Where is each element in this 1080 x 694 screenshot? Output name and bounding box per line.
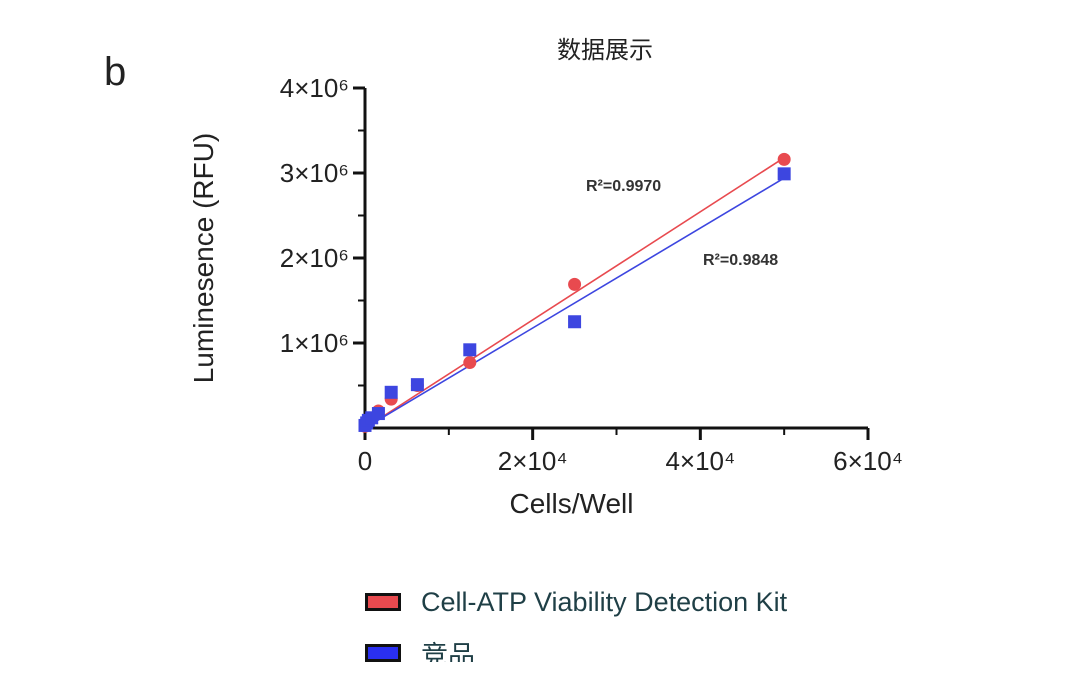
data-point-cell-atp-kit xyxy=(568,277,582,291)
data-point-cell-atp-kit xyxy=(777,152,791,166)
data-point-cell-atp-kit xyxy=(463,356,477,370)
y-tick-label: 4×10⁶ xyxy=(280,73,349,103)
x-axis-label: Cells/Well xyxy=(510,488,634,519)
data-point-competitor xyxy=(777,167,791,181)
legend-item-competitor: 竞品 xyxy=(365,638,475,662)
fit-line-competitor xyxy=(364,177,785,429)
data-point-competitor xyxy=(568,315,582,329)
x-tick-label: 2×10⁴ xyxy=(498,446,568,476)
chart-title: 数据展示 xyxy=(557,36,653,64)
data-point-competitor xyxy=(463,343,477,357)
x-tick-label: 0 xyxy=(358,446,372,476)
x-tick-label: 4×10⁴ xyxy=(665,446,735,476)
y-tick-label: 3×10⁶ xyxy=(280,158,349,188)
legend-item-cell-atp-kit: Cell-ATP Viability Detection Kit xyxy=(365,585,787,619)
y-tick-label: 1×10⁶ xyxy=(280,328,349,358)
data-point-competitor xyxy=(371,407,385,421)
legend-clip: 竞品 xyxy=(0,638,1080,662)
y-tick-label: 2×10⁶ xyxy=(280,243,349,273)
r2-label-cell-atp-kit: R²=0.9970 xyxy=(586,178,661,195)
legend-swatch-competitor xyxy=(365,644,401,662)
legend-label-competitor: 竞品 xyxy=(421,640,475,663)
panel-letter: b xyxy=(104,50,127,94)
legend-label-cell-atp-kit: Cell-ATP Viability Detection Kit xyxy=(421,586,788,617)
data-point-competitor xyxy=(410,378,424,392)
fit-line-cell-atp-kit xyxy=(364,157,785,429)
data-point-competitor xyxy=(384,385,398,399)
legend-swatch-cell-atp-kit xyxy=(365,593,401,611)
r2-label-competitor: R²=0.9848 xyxy=(703,252,778,269)
y-axis-label: Luminesence (RFU) xyxy=(188,133,219,384)
x-tick-label: 6×10⁴ xyxy=(833,446,903,476)
